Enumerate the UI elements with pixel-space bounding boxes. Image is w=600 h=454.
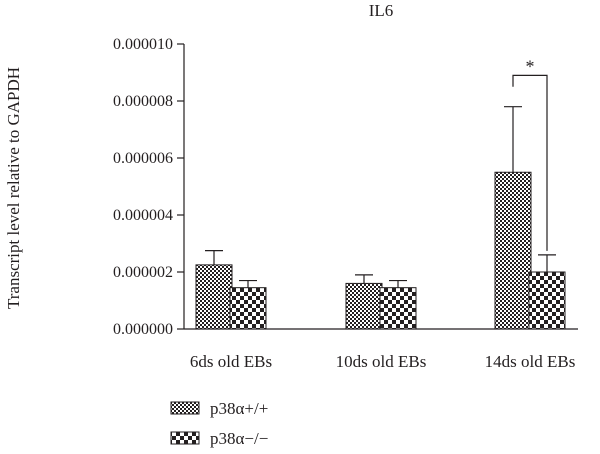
significance-bracket [512,74,548,251]
bars-group [195,106,566,330]
legend-label: p38α+/+ [210,399,268,418]
legend-label: p38α−/− [210,429,268,448]
y-tick-label: 0.000002 [113,264,173,281]
legend: p38α+/+ p38α−/− [170,399,268,448]
legend-swatch-knockout [170,431,200,445]
y-tick-label: 0.000004 [113,207,173,224]
y-tick-label: 0.000010 [113,36,173,53]
x-tick-label: 6ds old EBs [190,352,272,371]
x-tick-label: 10ds old EBs [336,352,427,371]
y-tick-label: 0.000000 [113,321,173,338]
significance-annotations: * [512,56,548,251]
significance-star: * [526,56,535,76]
bar-knockout [379,287,417,330]
bar-knockout [229,287,267,330]
x-axis: 6ds old EBs 10ds old EBs 14ds old EBs [184,328,578,371]
bar-wildtype [195,264,233,330]
y-axis-label: Transcript level relative to GAPDH [4,67,23,309]
legend-swatch-wildtype [170,401,200,415]
y-tick-label: 0.000008 [113,93,173,110]
x-tick-label: 14ds old EBs [485,352,576,371]
chart-title: IL6 [369,1,394,20]
y-axis: 0.000000 0.000002 0.000004 0.000006 0.000008… [113,36,185,338]
bar-wildtype [494,171,532,330]
bar-knockout [528,271,566,330]
y-tick-label: 0.000006 [113,150,173,167]
bar-wildtype [345,282,383,330]
